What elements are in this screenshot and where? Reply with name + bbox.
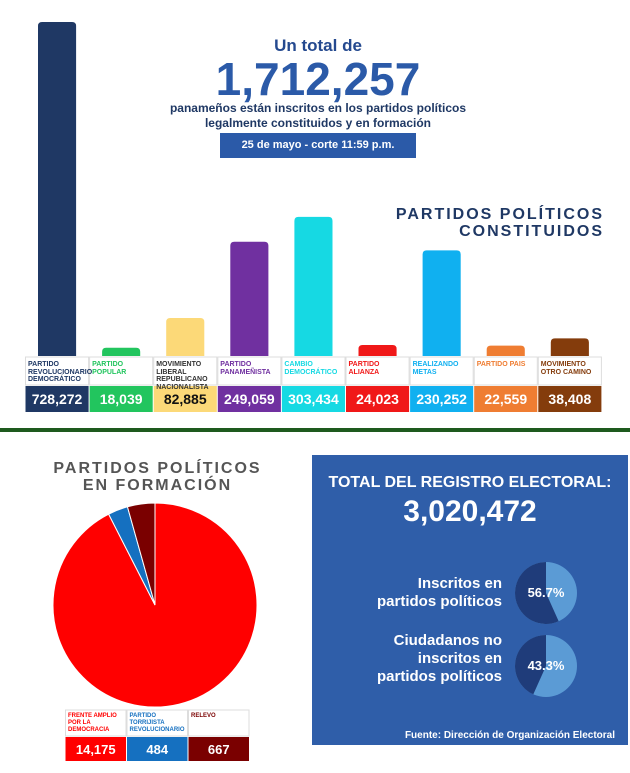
pie-slice (514, 635, 546, 695)
bar-title: PARTIDOS POLÍTICOS (395, 206, 604, 223)
register-title: TOTAL DEL REGISTRO ELECTORAL: (328, 474, 612, 491)
category-label: PARTIDO PANAMEÑISTA (220, 361, 271, 376)
bar (422, 250, 461, 356)
value-label: 38,408 (548, 391, 592, 407)
value-box (281, 386, 345, 412)
register-total: 3,020,472 (403, 495, 537, 528)
category-label: Ciudadanos no inscritos en partidos polí… (376, 632, 502, 685)
value-label: 230,252 (416, 391, 467, 407)
pie-slice (126, 502, 156, 606)
value-label: 728,272 (31, 391, 83, 407)
bar-title: CONSTITUIDOS (459, 223, 604, 240)
value-box (217, 386, 281, 412)
value-box (65, 737, 126, 761)
category-label: MOVIMIENTO OTRO CAMINO (540, 361, 592, 376)
category-label: PARTIDO TORRIJISTA REVOLUCIONARIO (129, 713, 185, 733)
label-box (126, 709, 188, 737)
bar (38, 22, 77, 356)
value-box (346, 386, 410, 412)
value-label: 249,059 (224, 391, 275, 407)
bar (166, 317, 205, 356)
source: Fuente: Dirección de Organización Electo… (404, 730, 615, 741)
category-label: PARTIDO ALIANZA (348, 361, 380, 376)
bar (102, 347, 141, 356)
label-box (25, 356, 90, 386)
total: 1,712,257 (215, 53, 421, 105)
percent-label: 56.7% (527, 585, 565, 600)
pie-title: PARTIDOS POLÍTICOS (53, 460, 262, 477)
label-box (153, 356, 218, 386)
label-box (281, 356, 346, 386)
value-label: 24,023 (356, 391, 399, 407)
category-label: CAMBIO DEMOCRÁTICO (284, 361, 338, 376)
category-label: Inscritos en partidos políticos (376, 575, 502, 610)
subtitle-line: legalmente constituidos y en formación (204, 116, 432, 130)
label-box (65, 709, 127, 737)
value-label: 14,175 (75, 742, 116, 757)
label-box (217, 356, 282, 386)
value-label: 484 (146, 742, 169, 757)
label-box (188, 709, 250, 737)
bar (294, 216, 333, 356)
intro: Un total de (274, 36, 362, 55)
value-box (474, 386, 538, 412)
category-label: FRENTE AMPLIO POR LA DEMOCRACIA (68, 713, 117, 733)
date: 25 de mayo - corte 11:59 p.m. (241, 139, 395, 151)
pie-slice (515, 562, 559, 624)
bar (358, 344, 397, 356)
value-label: 303,434 (288, 391, 339, 407)
category-label: PARTIDO REVOLUCIONARIO DEMOCRÁTICO (28, 361, 93, 383)
value-box (153, 386, 217, 412)
date-badge (220, 133, 416, 158)
category-label: RELEVO (191, 713, 216, 719)
label-box (473, 356, 538, 386)
label-box (409, 356, 474, 386)
category-label: PARTIDO POPULAR (92, 361, 127, 376)
category-label: REALIZANDO METAS (412, 361, 459, 376)
value-box (25, 386, 89, 412)
category-label: PARTIDO PAIS (476, 361, 526, 368)
value-label: 82,885 (163, 391, 207, 407)
value-box (127, 737, 188, 761)
bar (230, 241, 269, 356)
value-box (538, 386, 602, 412)
percent-label: 43.3% (527, 658, 565, 673)
label-box (89, 356, 154, 386)
value-label: 18,039 (99, 391, 143, 407)
label-box (345, 356, 410, 386)
pie-title: EN FORMACIÓN (82, 477, 233, 494)
value-box (89, 386, 153, 412)
bar (550, 338, 589, 356)
subtitle-line: panameños están inscritos en los partido… (169, 101, 467, 115)
value-label: 22,559 (484, 391, 528, 407)
category-label: MOVIMIENTO LIBERAL REPUBLICANO NACIONALI… (156, 361, 209, 391)
value-label: 667 (207, 742, 230, 757)
value-box (410, 386, 474, 412)
bar (486, 345, 525, 356)
value-box (188, 737, 249, 761)
label-box (537, 356, 602, 386)
divider (0, 428, 630, 432)
